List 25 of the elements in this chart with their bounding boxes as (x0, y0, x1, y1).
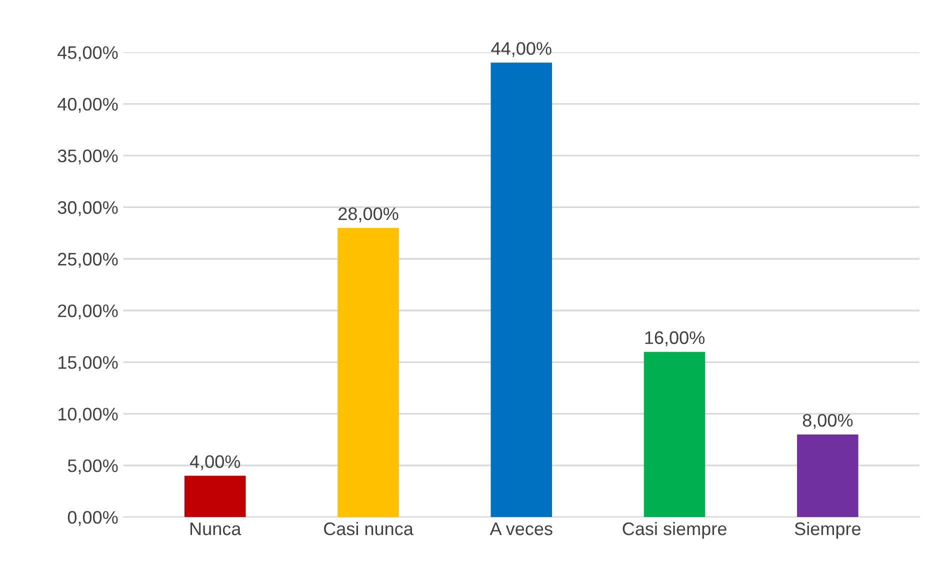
bar (490, 62, 552, 518)
data-label: 4,00% (190, 455, 240, 470)
bar (184, 476, 246, 518)
x-tick-label: Siempre (794, 522, 860, 539)
y-tick-label: 15,00% (58, 356, 118, 372)
data-label: 44,00% (491, 42, 552, 58)
x-tick-label: Nunca (190, 522, 242, 536)
y-tick-label: 30,00% (58, 201, 118, 216)
data-label: 16,00% (645, 331, 705, 346)
y-tick-label: 45,00% (58, 46, 118, 62)
y-tick-label: 40,00% (58, 98, 118, 113)
bar (338, 228, 399, 518)
y-tick-label: 0,00% (68, 511, 118, 526)
data-label: 28,00% (338, 207, 398, 222)
x-tick-label: Casi siempre (622, 522, 726, 539)
data-label: 8,00% (802, 414, 853, 429)
x-tick-label: Casi nunca (324, 522, 414, 536)
y-tick-label: 10,00% (58, 408, 118, 423)
y-tick-label: 5,00% (68, 459, 118, 474)
bar (797, 434, 858, 518)
y-tick-label: 25,00% (58, 252, 118, 268)
y-tick-label: 35,00% (58, 150, 118, 164)
x-tick-label: A veces (490, 522, 552, 536)
bar (644, 352, 706, 518)
y-tick-label: 20,00% (58, 304, 118, 320)
